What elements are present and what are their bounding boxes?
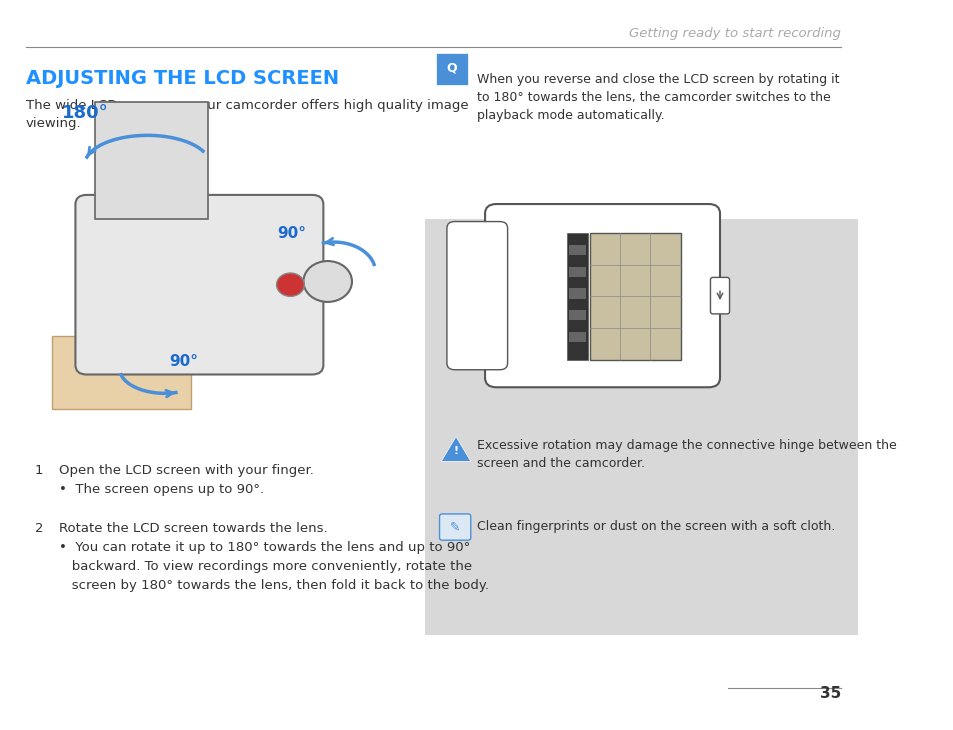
Text: 35: 35	[819, 685, 840, 701]
Text: 1: 1	[34, 464, 43, 477]
FancyBboxPatch shape	[484, 204, 720, 388]
FancyBboxPatch shape	[75, 195, 323, 374]
Text: ✎: ✎	[450, 520, 460, 534]
Text: ADJUSTING THE LCD SCREEN: ADJUSTING THE LCD SCREEN	[26, 69, 338, 88]
Text: The wide LCD screen on your camcorder offers high quality image
viewing.: The wide LCD screen on your camcorder of…	[26, 99, 468, 129]
FancyBboxPatch shape	[439, 514, 470, 540]
Circle shape	[276, 273, 304, 296]
Text: Getting ready to start recording: Getting ready to start recording	[628, 27, 840, 40]
FancyBboxPatch shape	[710, 277, 729, 314]
Text: !: !	[453, 445, 458, 456]
Text: Clean fingerprints or dust on the screen with a soft cloth.: Clean fingerprints or dust on the screen…	[476, 520, 834, 534]
Text: Open the LCD screen with your finger.
•  The screen opens up to 90°.: Open the LCD screen with your finger. • …	[59, 464, 314, 496]
Text: Q: Q	[446, 61, 456, 74]
FancyBboxPatch shape	[436, 53, 468, 85]
FancyBboxPatch shape	[568, 288, 585, 299]
FancyBboxPatch shape	[568, 266, 585, 277]
Text: When you reverse and close the LCD screen by rotating it
to 180° towards the len: When you reverse and close the LCD scree…	[476, 73, 839, 122]
Circle shape	[303, 261, 352, 302]
FancyBboxPatch shape	[446, 222, 507, 370]
FancyBboxPatch shape	[566, 234, 587, 360]
Polygon shape	[52, 336, 191, 409]
Text: Rotate the LCD screen towards the lens.
•  You can rotate it up to 180° towards : Rotate the LCD screen towards the lens. …	[59, 522, 489, 592]
Text: 2: 2	[34, 522, 43, 535]
FancyBboxPatch shape	[568, 245, 585, 255]
Text: 180°: 180°	[62, 104, 109, 122]
FancyBboxPatch shape	[424, 219, 858, 635]
Text: Excessive rotation may damage the connective hinge between the
screen and the ca: Excessive rotation may damage the connec…	[476, 439, 896, 470]
Polygon shape	[441, 437, 470, 461]
Text: 90°: 90°	[169, 354, 198, 369]
FancyBboxPatch shape	[589, 234, 679, 360]
FancyBboxPatch shape	[568, 310, 585, 320]
Bar	[95, 102, 208, 219]
FancyBboxPatch shape	[568, 332, 585, 342]
Text: 90°: 90°	[277, 226, 306, 241]
